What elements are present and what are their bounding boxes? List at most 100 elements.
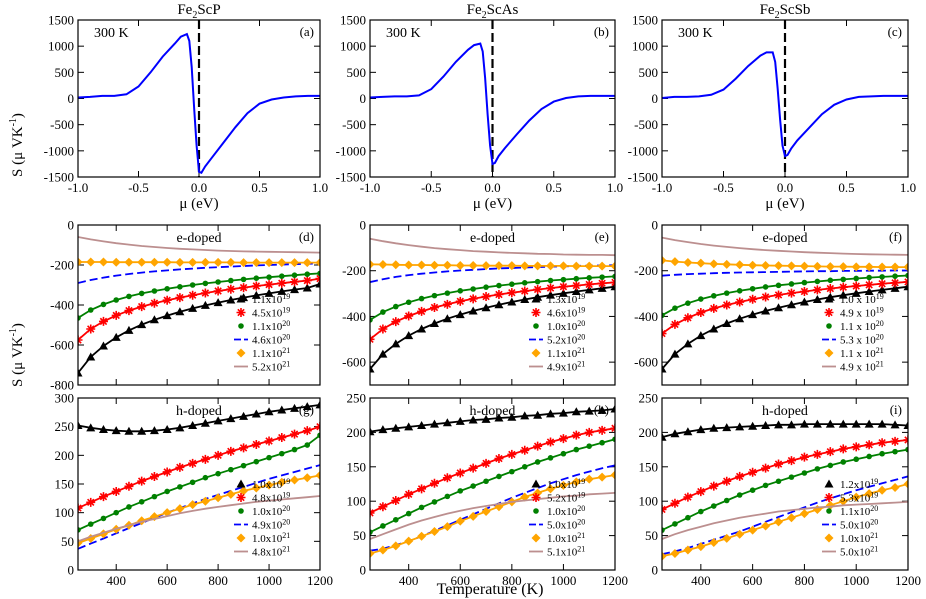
panel-d-series-2-point	[317, 270, 320, 277]
panel-h-ytick-label: 200	[347, 425, 367, 440]
panel-d-series-2-point	[100, 301, 107, 308]
panel-d-title: e-doped	[176, 231, 221, 246]
panel-f-series-2-point	[801, 279, 808, 286]
panel-h-series-0-point	[429, 419, 439, 428]
panel-i-series-4-point	[825, 500, 835, 510]
panel-e-series-1-point	[404, 311, 414, 321]
panel-f-series-0-point	[877, 285, 887, 294]
panel-e-series-4-point	[584, 261, 594, 271]
legend-label: 1.0x1019	[547, 477, 585, 491]
panel-h-series-4-point	[378, 545, 388, 555]
legend-label-exp: 20	[876, 333, 884, 342]
panel-g-series-0-point	[111, 426, 121, 435]
panel-i-series-0-point	[786, 420, 796, 429]
panel-h-series-0-point	[558, 408, 568, 417]
legend-label-exp: 21	[577, 545, 585, 554]
panel-i-series-1-point	[722, 476, 732, 486]
panel-i-series-2-point	[827, 462, 834, 469]
panel-e-series-2-point	[612, 273, 615, 280]
legend-label-exp: 19	[870, 477, 878, 486]
legend-label-exp: 19	[282, 491, 290, 500]
legend-swatch-marker	[824, 479, 834, 488]
panel-e-series-0-point	[468, 306, 478, 315]
legend-label: 5.2x1021	[252, 360, 290, 374]
panel-i-series-2-point	[905, 446, 908, 453]
panel-d-series-1-point	[111, 310, 121, 320]
panel-e-series-1-point	[455, 296, 465, 306]
panel-d-series-2-point	[138, 290, 145, 297]
panel-i-series-2-point	[814, 466, 821, 472]
legend-label-exp: 21	[282, 360, 290, 369]
panel-h-series-4-point	[391, 541, 401, 551]
panel-i-series-0-point	[825, 419, 835, 428]
panel-e-series-2-point	[418, 295, 425, 302]
panel-c-ytick-label: 1500	[632, 13, 658, 28]
legend-label: 4.6x1019	[547, 306, 585, 320]
legend-swatch-marker	[236, 308, 246, 317]
panel-c-col-title: Fe2ScSb	[760, 2, 811, 21]
legend-label-exp: 19	[876, 306, 884, 315]
panel-d-legend-entry: 4.5x1019	[236, 306, 290, 320]
panel-d-series-4-point	[188, 257, 198, 267]
panel-e-series-1-point	[520, 286, 530, 296]
panel-f-series-2-point	[710, 293, 717, 299]
panel-f-series-1-point	[864, 280, 874, 290]
panel-d-series-0-point	[78, 368, 83, 377]
panel-i-frame	[661, 397, 909, 571]
panel-i-series-2-point	[866, 453, 872, 460]
panel-e-series-2-point	[509, 281, 515, 288]
panel-i-series-4-point	[812, 504, 822, 514]
panel-g-series-0-point	[239, 411, 249, 420]
panel-g-series-1-point	[290, 429, 300, 439]
panel-d-series-4-point	[277, 258, 287, 268]
panel-i: 0 50 100 150 200 250 400 600 800 1000 1200 (i) h-dop…	[639, 391, 922, 589]
panel-d: -800-600-400-2000(d)e-doped1.1x10194.5x1…	[50, 218, 321, 393]
legend-label-base: 1.1x10	[252, 294, 283, 306]
panel-e-series-4-point	[378, 260, 388, 270]
panel-e-series-2-point	[547, 277, 554, 284]
panel-i-series-0-point	[709, 423, 719, 432]
col-title-sub: 2	[482, 10, 487, 21]
panel-i-legend-entry: 5.0x1021	[822, 545, 878, 559]
panel-d-legend-entry: 1.1x1020	[238, 319, 290, 333]
panel-f-series-4-point	[799, 261, 809, 271]
panel-d-ytick-label: -400	[50, 298, 74, 313]
panel-f-series-2-point	[814, 278, 821, 285]
panel-g-series-0-point	[149, 426, 159, 435]
legend-label-base: 4.9x10	[252, 520, 283, 532]
legend-label-exp: 20	[577, 333, 585, 342]
panel-e-series-1-point	[391, 317, 401, 327]
legend-label: 1.0 x 1019	[840, 292, 884, 306]
panel-d-series-0-point	[302, 283, 312, 292]
panel-f-series-4-point	[851, 262, 861, 272]
panel-d-series-1-point	[251, 281, 261, 291]
col-title-base: Fe	[760, 2, 775, 18]
panel-i-series-1-point	[877, 438, 887, 448]
panel-f-panel-label: (f)	[889, 229, 902, 244]
panel-d-series-1-point	[162, 295, 172, 305]
legend-label: 5.0x1021	[840, 545, 878, 559]
panel-h-series-4-point	[597, 472, 607, 482]
legend-swatch-marker	[824, 308, 834, 317]
panel-h-series-2-point	[483, 478, 489, 485]
legend-swatch-marker	[824, 294, 834, 303]
panel-g-xtick-label: 1200	[307, 573, 333, 588]
legend-label-exp: 20	[870, 504, 878, 513]
panel-g-series-2-point	[126, 504, 132, 510]
panel-e-title: e-doped	[470, 231, 515, 246]
panel-e-legend-entry: 5.2x1020	[529, 333, 585, 347]
legend-swatch-marker	[238, 508, 244, 514]
panel-d-series-1-point	[98, 316, 108, 326]
legend-label-base: 5.2x10	[547, 493, 578, 505]
panel-i-series-1-point	[838, 444, 848, 454]
panel-h-ytick-label: 250	[347, 391, 367, 406]
panel-i-series-4-point	[877, 485, 887, 495]
legend-label-exp: 19	[282, 306, 290, 315]
panel-f-ytick-label: -400	[634, 309, 658, 324]
panel-i-legend-entry: 5.0x1020	[822, 518, 878, 532]
panel-d-series-1-point	[86, 324, 96, 334]
panel-d-series-0-point	[98, 341, 108, 350]
panel-g-series-2-point	[304, 442, 311, 448]
panel-g-series-0-point	[315, 400, 320, 409]
panel-d-series-1-point	[200, 288, 210, 298]
